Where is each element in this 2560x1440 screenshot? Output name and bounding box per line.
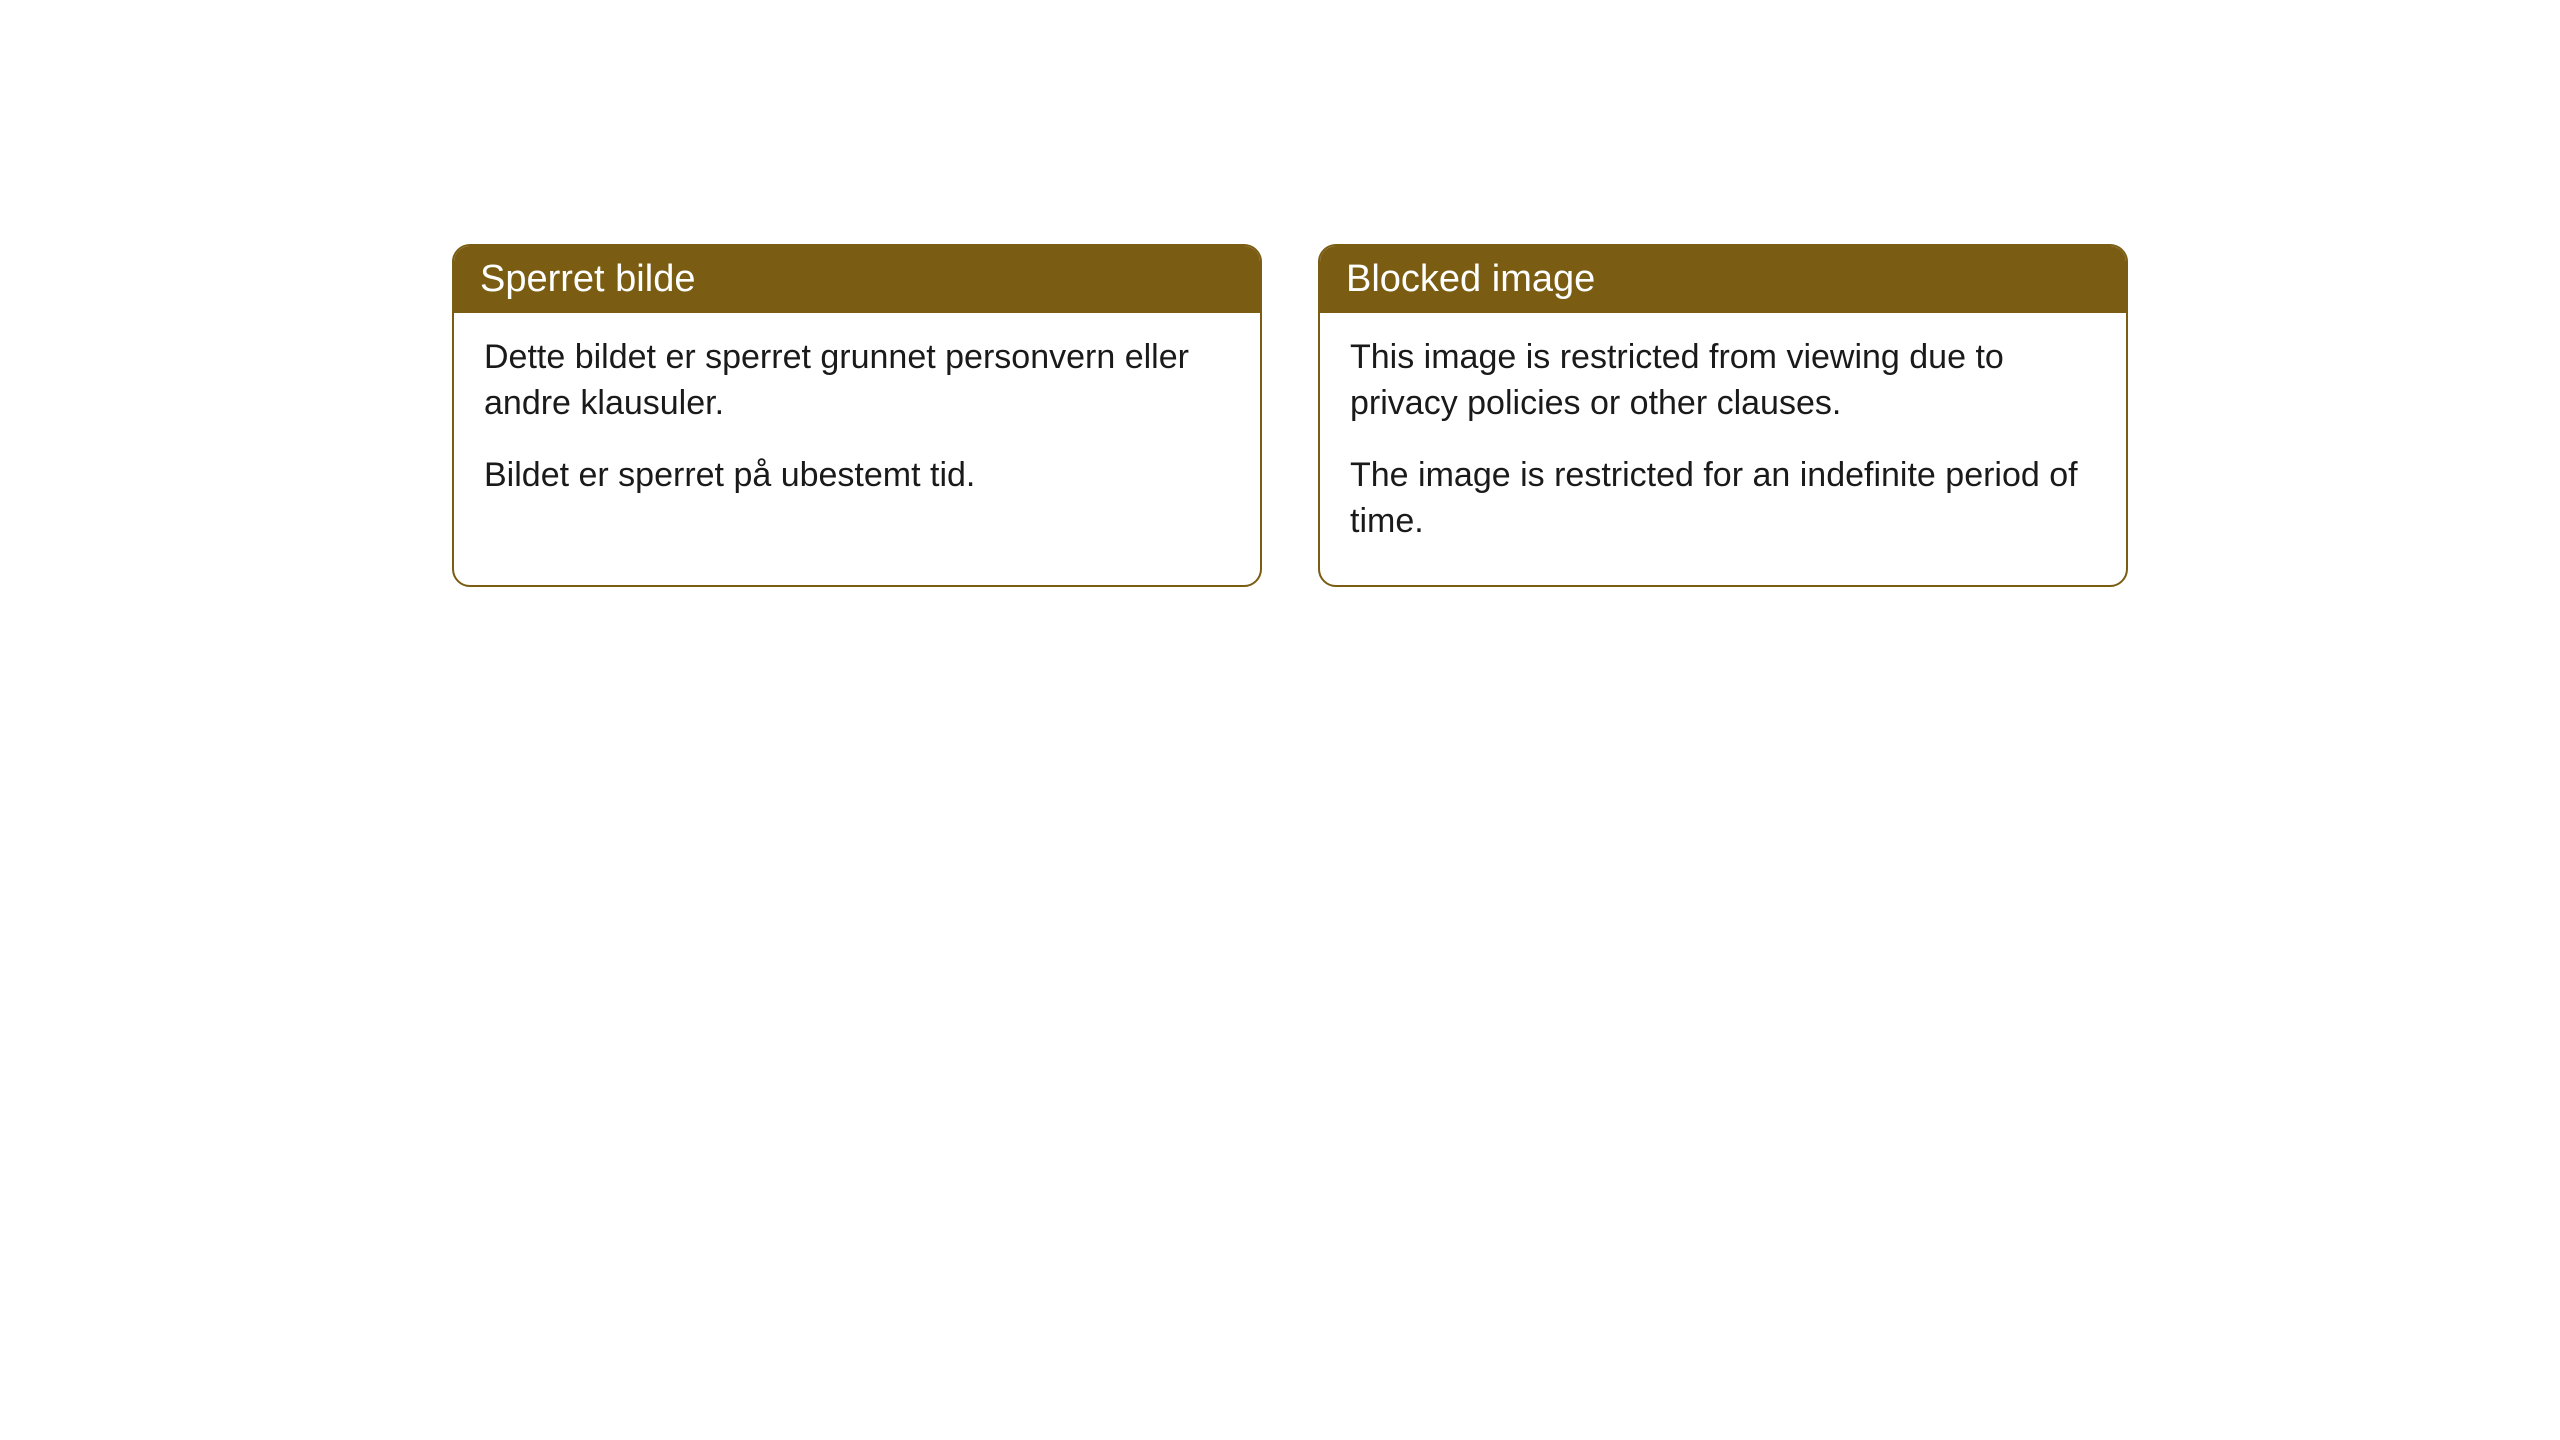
- card-body: Dette bildet er sperret grunnet personve…: [454, 313, 1260, 539]
- card-paragraph: The image is restricted for an indefinit…: [1350, 453, 2096, 545]
- card-paragraph: Dette bildet er sperret grunnet personve…: [484, 335, 1230, 427]
- card-body: This image is restricted from viewing du…: [1320, 313, 2126, 585]
- card-header: Sperret bilde: [454, 246, 1260, 313]
- card-paragraph: This image is restricted from viewing du…: [1350, 335, 2096, 427]
- card-header: Blocked image: [1320, 246, 2126, 313]
- card-title: Sperret bilde: [480, 258, 695, 300]
- notice-cards-container: Sperret bilde Dette bildet er sperret gr…: [452, 244, 2128, 587]
- card-title: Blocked image: [1346, 258, 1595, 300]
- card-paragraph: Bildet er sperret på ubestemt tid.: [484, 453, 1230, 499]
- notice-card-english: Blocked image This image is restricted f…: [1318, 244, 2128, 587]
- notice-card-norwegian: Sperret bilde Dette bildet er sperret gr…: [452, 244, 1262, 587]
